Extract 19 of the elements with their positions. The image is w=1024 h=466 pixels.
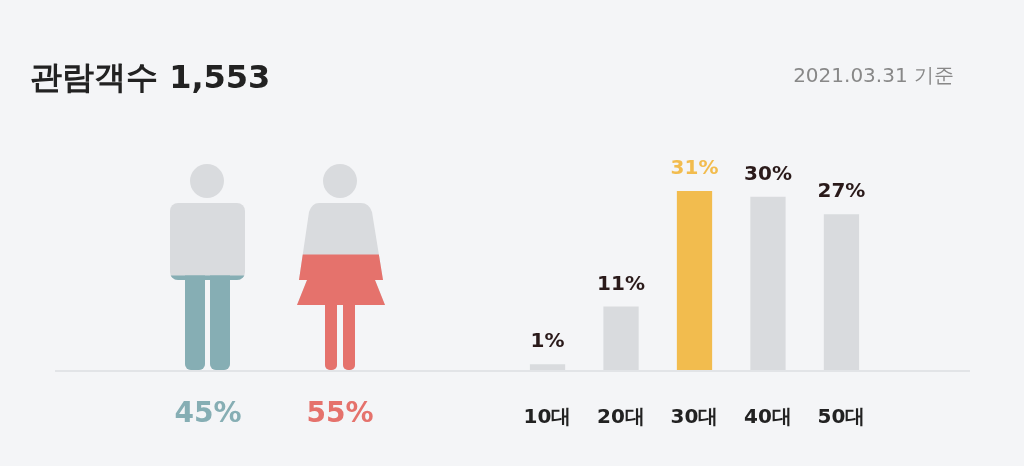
bar: [603, 306, 639, 370]
data-label: 11%: [597, 270, 645, 295]
bar: [750, 196, 786, 370]
x-tick-label: 10대: [523, 404, 572, 429]
x-tick-label: 50대: [817, 404, 866, 429]
bar: [676, 191, 713, 370]
data-label: 30%: [744, 161, 792, 186]
x-tick-label: 40대: [744, 404, 792, 429]
data-label: 31%: [670, 155, 719, 180]
bar: [529, 364, 566, 370]
text: 관람객수 1,553: [30, 57, 271, 98]
data-label: 55%: [306, 396, 374, 429]
data-label: 27%: [817, 178, 866, 203]
x-tick-label: 30대: [670, 404, 719, 429]
data-label: 45%: [174, 396, 242, 429]
x-tick-label: 20대: [597, 404, 645, 429]
bar: [823, 214, 860, 370]
text: 2021.03.31 기준: [793, 62, 954, 89]
data-label: 1%: [530, 328, 565, 353]
